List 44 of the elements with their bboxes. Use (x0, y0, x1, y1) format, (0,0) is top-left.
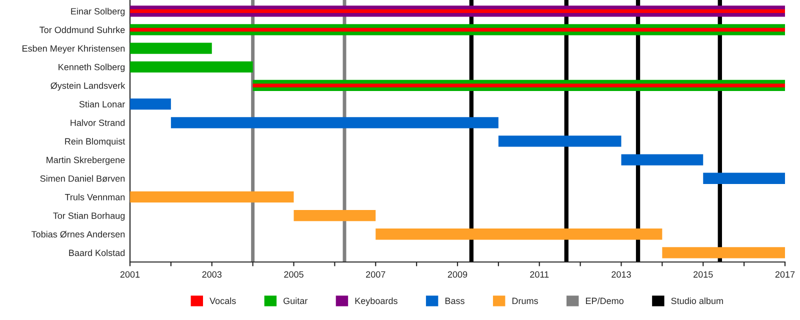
bar (376, 228, 662, 240)
x-tick-label: 2013 (612, 271, 631, 278)
x-tick-label: 2007 (366, 271, 386, 278)
bar (252, 84, 785, 88)
y-tick-label: Truls Vennman (64, 194, 125, 200)
y-tick-label: Baard Kolstad (69, 249, 125, 256)
bar (170, 117, 498, 128)
y-tick-label: Esben Meyer Khristensen (22, 45, 125, 54)
legend-label: Drums (512, 298, 538, 304)
bar (621, 154, 704, 166)
x-tick-label: 2009 (448, 271, 468, 278)
y-tick-label: Simen Daniel Børven (40, 175, 125, 182)
legend-label: Guitar (284, 297, 308, 304)
x-tick-label: 2015 (694, 271, 713, 278)
y-tick-label: Halvor Strand (70, 119, 125, 126)
x-tick-label: 2001 (120, 271, 140, 278)
x-tick-label: 2011 (530, 271, 549, 278)
bar (703, 172, 785, 184)
x-tick-label: 2005 (284, 271, 304, 278)
bar (498, 136, 622, 147)
y-tick-label: Tor Oddmund Suhrke (40, 26, 125, 34)
bar (130, 191, 294, 203)
bar (130, 9, 785, 14)
y-tick-label: Kenneth Solberg (58, 64, 125, 72)
y-tick-label: Stian Lonar (79, 100, 125, 108)
bar (130, 98, 171, 110)
y-tick-label: Øystein Landsverk (50, 82, 126, 91)
legend-label: Studio album (671, 297, 723, 304)
y-tick-label: Rein Blomquist (65, 138, 126, 146)
bar (130, 61, 253, 72)
legend-label: Vocals (210, 297, 236, 304)
legend-label: Bass (445, 298, 464, 304)
x-tick-label: 2003 (202, 271, 222, 278)
y-tick-label: Einar Solberg (71, 8, 125, 16)
y-tick-label: Martin Skrebergene (46, 156, 125, 165)
bar (130, 28, 785, 32)
x-tick-label: 2017 (775, 271, 795, 278)
bar (662, 247, 785, 258)
bar (130, 42, 212, 54)
legend-label: Keyboards (355, 297, 398, 306)
y-tick-label: Tobias Ørnes Andersen (32, 230, 125, 238)
legend-label: EP/Demo (586, 297, 624, 304)
y-tick-label: Tor Stian Borhaug (53, 212, 125, 221)
bar (294, 210, 376, 222)
